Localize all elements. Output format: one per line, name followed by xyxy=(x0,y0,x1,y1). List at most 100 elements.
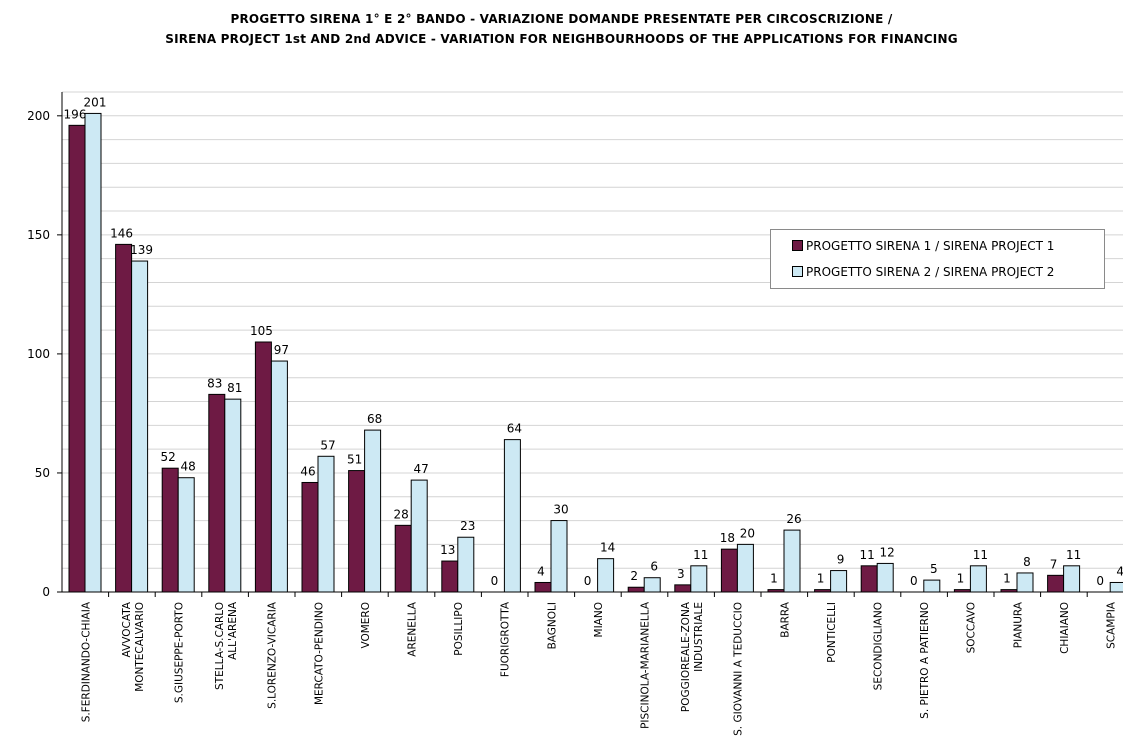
bar-series-2 xyxy=(224,398,242,593)
bar-series-1 xyxy=(814,589,832,593)
data-label-series-2: 26 xyxy=(786,512,801,526)
y-tick-label: 0 xyxy=(42,585,50,599)
data-label-series-2: 12 xyxy=(880,545,895,559)
bar-series-1 xyxy=(1047,574,1065,593)
data-label-series-1: 83 xyxy=(207,376,222,390)
data-label-series-1: 1 xyxy=(770,572,778,586)
bar-series-1 xyxy=(674,584,692,593)
x-category-label: PISCINOLA-MARIANELLA xyxy=(640,601,652,729)
data-label-series-2: 201 xyxy=(84,95,107,109)
x-category-label: VOMERO xyxy=(360,602,372,649)
x-category-label: S.GIUSEPPE-PORTO xyxy=(174,602,186,703)
bar-series-2 xyxy=(131,260,149,593)
data-label-series-2: 64 xyxy=(507,422,522,436)
data-label-series-2: 4 xyxy=(1116,564,1123,578)
x-category-label: S.LORENZO-VICARIA xyxy=(267,601,279,709)
bar-series-1 xyxy=(1000,589,1018,593)
bar-series-1 xyxy=(627,586,645,593)
data-label-series-1: 0 xyxy=(910,574,918,588)
bar-series-2 xyxy=(1109,581,1123,593)
x-category-label: PONTICELLI xyxy=(826,602,838,663)
data-label-series-1: 105 xyxy=(250,324,273,338)
bar-series-1 xyxy=(394,524,412,593)
y-tick-label: 200 xyxy=(27,109,50,123)
data-label-series-1: 196 xyxy=(64,107,87,121)
x-category-label: SOCCAVO xyxy=(966,602,978,653)
bar-series-2 xyxy=(84,112,102,593)
data-label-series-2: 68 xyxy=(367,412,382,426)
x-category-label: POGGIOREALE-ZONAINDUSTRIALE xyxy=(680,601,705,712)
bar-series-1 xyxy=(953,589,971,593)
bar-series-1 xyxy=(534,581,552,593)
bar-series-2 xyxy=(364,429,382,593)
x-category-label: AVVOCATAMONTECALVARIO xyxy=(121,601,146,692)
x-category-label: FUORIGROTTA xyxy=(500,601,512,677)
data-label-series-2: 5 xyxy=(930,562,938,576)
legend-label-series-2: PROGETTO SIRENA 2 / SIRENA PROJECT 2 xyxy=(806,265,1055,279)
bar-series-2 xyxy=(177,477,195,593)
data-label-series-1: 1 xyxy=(1003,572,1011,586)
data-label-series-2: 20 xyxy=(740,526,755,540)
data-label-series-1: 2 xyxy=(630,569,638,583)
data-label-series-2: 139 xyxy=(130,243,153,257)
bar-series-1 xyxy=(441,560,459,593)
bar-series-2 xyxy=(597,558,615,593)
bar-series-1 xyxy=(115,243,133,593)
bar-series-2 xyxy=(1016,572,1034,593)
data-label-series-1: 0 xyxy=(1096,574,1104,588)
data-label-series-1: 0 xyxy=(584,574,592,588)
data-label-series-2: 97 xyxy=(274,343,289,357)
data-label-series-2: 14 xyxy=(600,541,615,555)
data-label-series-1: 11 xyxy=(860,548,875,562)
x-category-label: S. PIETRO A PATIERNO xyxy=(919,602,931,719)
data-label-series-1: 4 xyxy=(537,564,545,578)
bar-series-1 xyxy=(301,481,319,593)
data-label-series-2: 81 xyxy=(227,381,242,395)
bar-series-1 xyxy=(208,393,226,593)
data-label-series-2: 30 xyxy=(553,503,568,517)
bar-series-2 xyxy=(830,570,848,593)
legend: PROGETTO SIRENA 1 / SIRENA PROJECT 1 PRO… xyxy=(770,229,1105,289)
bar-series-2 xyxy=(736,543,754,593)
y-tick-label: 50 xyxy=(35,466,50,480)
data-label-series-2: 9 xyxy=(837,553,845,567)
legend-swatch-series-1 xyxy=(792,240,803,251)
x-category-label: ARENELLA xyxy=(407,601,419,657)
x-category-label: MIANO xyxy=(593,602,605,637)
x-category-label: MERCATO-PENDINO xyxy=(313,602,325,705)
legend-item-series-2: PROGETTO SIRENA 2 / SIRENA PROJECT 2 xyxy=(792,265,1054,279)
data-label-series-1: 52 xyxy=(161,450,176,464)
data-label-series-1: 1 xyxy=(817,572,825,586)
x-category-label: BAGNOLI xyxy=(546,602,558,649)
bar-series-2 xyxy=(1063,565,1081,593)
x-category-label: BARRA xyxy=(779,601,791,638)
bar-series-2 xyxy=(503,439,521,593)
bar-series-2 xyxy=(457,536,475,593)
data-label-series-1: 13 xyxy=(440,543,455,557)
x-category-label: STELLA-S.CARLOALL'ARENA xyxy=(214,601,239,690)
bar-series-1 xyxy=(767,589,785,593)
x-category-label: CHIAIANO xyxy=(1059,602,1071,654)
x-category-label: SCAMPIA xyxy=(1106,601,1118,649)
bar-series-2 xyxy=(876,562,894,593)
chart-title-line-1: PROGETTO SIRENA 1° E 2° BANDO - VARIAZIO… xyxy=(230,12,893,26)
y-tick-label: 150 xyxy=(27,228,50,242)
data-label-series-2: 57 xyxy=(320,438,335,452)
data-label-series-1: 0 xyxy=(491,574,499,588)
bar-series-2 xyxy=(317,455,335,593)
bar-series-1 xyxy=(254,341,272,593)
data-label-series-1: 7 xyxy=(1050,557,1058,571)
bar-series-2 xyxy=(690,565,708,593)
data-label-series-2: 11 xyxy=(1066,548,1081,562)
y-tick-label: 100 xyxy=(27,347,50,361)
data-label-series-2: 23 xyxy=(460,519,475,533)
data-label-series-1: 146 xyxy=(110,226,133,240)
bar-series-1 xyxy=(860,565,878,593)
x-category-label: S.FERDINANDO-CHIAIA xyxy=(80,601,92,722)
data-label-series-1: 18 xyxy=(720,531,735,545)
bar-series-2 xyxy=(783,529,801,593)
data-label-series-1: 51 xyxy=(347,453,362,467)
bar-series-1 xyxy=(720,548,738,593)
bar-series-1 xyxy=(348,470,366,593)
